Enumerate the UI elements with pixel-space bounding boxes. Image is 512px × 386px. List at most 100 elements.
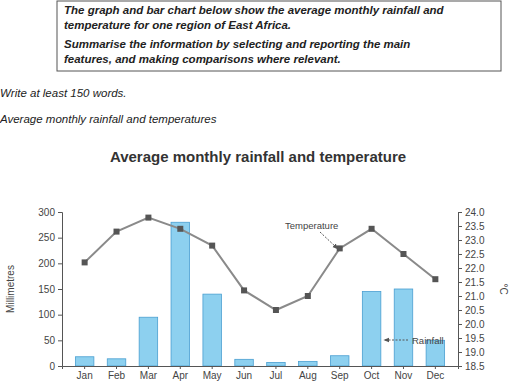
y-tick-mark [58,315,62,316]
y-tick-mark [58,289,62,290]
x-tick: May [203,366,222,381]
y2-tick-mark [458,268,462,269]
x-tick-mark [180,366,181,369]
bar [299,361,317,366]
marker [209,243,215,249]
y2-tick-label: 21.5 [465,277,485,288]
marker [273,307,279,313]
y-tick-label: 100 [38,309,55,320]
y2-tick-mark [458,296,462,297]
y-tick-label: 300 [38,207,55,218]
x-tick-mark [148,366,149,369]
x-tick-label: Mar [140,370,158,381]
x-tick-mark [403,366,404,369]
y-tick-mark [58,238,62,239]
y-tick-label: 150 [38,284,55,295]
axis-line [63,367,459,370]
y-tick: 150 [38,284,62,295]
x-tick: Nov [395,366,413,381]
bar [203,294,221,366]
y-tick-mark [58,212,62,213]
y-tick-label: 50 [44,335,56,346]
y2-tick: 18.5 [458,361,485,372]
marker [305,293,311,299]
y2-tick-mark [458,282,462,283]
x-tick-mark [275,366,276,369]
bar [394,289,412,366]
y-tick: 50 [44,335,62,346]
x-tick-mark [339,366,340,369]
x-tick-label: Feb [108,370,126,381]
y2-tick-label: 19.5 [465,333,485,344]
y2-tick-label: 22.5 [465,249,485,260]
y2-tick: 21.5 [458,277,485,288]
x-tick-label: Jun [236,370,252,381]
task-text: temperature for one region of East Afric… [64,19,291,31]
y2-tick-mark [458,338,462,339]
y2-tick-label: 19.0 [465,347,485,358]
task-text: Summarise the information by selecting a… [64,38,410,50]
x-tick: Apr [173,366,189,381]
marker [145,215,151,221]
bar [171,222,189,366]
y-tick-label: 0 [49,361,55,372]
callout-arrow [320,232,338,249]
bar [267,362,285,366]
y2-tick-label: 23.5 [465,221,485,232]
x-tick-label: Oct [364,370,380,381]
y2-tick-mark [458,352,462,353]
y-tick: 300 [38,207,62,218]
instruction: Write at least 150 words. [0,87,127,99]
y2-tick: 22.5 [458,249,485,260]
bar [330,356,348,366]
bar [107,359,125,366]
chart-root: The graph and bar chart below show the a… [0,0,512,386]
task-box [57,1,501,71]
axis-line [58,213,63,367]
y-tick-label: 250 [38,232,55,243]
y2-tick-mark [458,240,462,241]
y-tick-mark [58,263,62,264]
callout-arrow [384,340,408,341]
x-tick: Sep [331,366,349,381]
y2-tick-mark [458,254,462,255]
y2-tick-label: 20.0 [465,319,485,330]
y-tick: 0 [49,361,62,372]
marker [82,259,88,265]
x-tick-mark [244,366,245,369]
y2-tick: 19.5 [458,333,485,344]
marker [400,251,406,257]
y2-tick-label: 22.0 [465,263,485,274]
y2-tick: 20.0 [458,319,485,330]
x-tick-label: May [203,370,222,381]
x-tick-label: Aug [299,370,317,381]
x-tick-label: Jan [77,370,93,381]
y2-tick: 21.0 [458,291,485,302]
y-tick-mark [58,366,62,367]
y2-tick-label: 24.0 [465,207,485,218]
y-tick-mark [58,340,62,341]
x-tick-mark [212,366,213,369]
x-tick: Jan [77,366,93,381]
y-tick: 100 [38,309,62,320]
marker [241,287,247,293]
marker [114,229,120,235]
y2-axis-title: °C [498,283,509,294]
y2-tick-label: 18.5 [465,361,485,372]
callout-label: Rainfall [412,335,444,346]
x-tick-label: Jul [270,370,283,381]
x-tick-mark [84,366,85,369]
x-tick-mark [435,366,436,369]
chart-title: Average monthly rainfall and temperature [110,148,406,165]
y-axis: 050100150200250300 [38,207,62,372]
x-tick: Mar [140,366,158,381]
callout-label: Temperature [285,220,338,231]
y-tick: 250 [38,232,62,243]
y2-tick: 23.0 [458,235,485,246]
y2-tick-mark [458,212,462,213]
x-tick-label: Sep [331,370,349,381]
plot-area [75,215,444,366]
marker [369,226,375,232]
y2-tick-label: 23.0 [465,235,485,246]
temperature-line [85,218,436,310]
